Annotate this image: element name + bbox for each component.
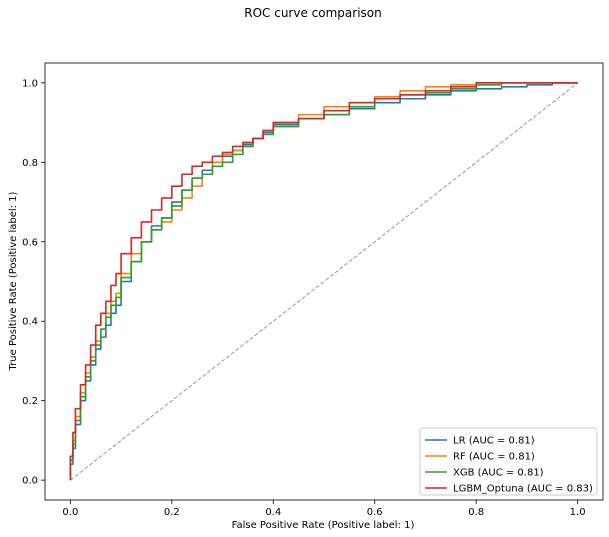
x-tick-label: 1.0 <box>570 507 586 518</box>
figure-title: ROC curve comparison <box>244 6 381 20</box>
y-tick-label: 0.6 <box>22 237 38 248</box>
y-axis-label: True Positive Rate (Positive label: 1) <box>8 191 19 371</box>
y-tick-label: 0.2 <box>22 396 38 407</box>
legend-label: LR (AUC = 0.81) <box>453 436 535 447</box>
x-axis: 0.0 0.2 0.4 0.6 0.8 1.0 <box>62 500 586 518</box>
chance-line <box>70 82 578 481</box>
x-tick-label: 0.0 <box>62 507 78 518</box>
x-tick-label: 0.8 <box>468 507 484 518</box>
series-layer <box>69 82 578 481</box>
y-tick-label: 0.0 <box>22 476 38 487</box>
legend-label: RF (AUC = 0.81) <box>453 452 535 463</box>
x-tick-label: 0.6 <box>367 507 383 518</box>
x-tick-label: 0.4 <box>265 507 281 518</box>
x-tick-label: 0.2 <box>164 507 180 518</box>
axes-frame <box>44 62 604 501</box>
legend-label: XGB (AUC = 0.81) <box>453 468 544 479</box>
legend: LR (AUC = 0.81) RF (AUC = 0.81) XGB (AUC =… <box>419 427 598 496</box>
plot-area <box>44 62 604 501</box>
y-tick-label: 1.0 <box>22 78 38 89</box>
legend-box <box>419 427 598 496</box>
roc-curve-4 <box>69 82 578 481</box>
x-axis-label: False Positive Rate (Positive label: 1) <box>232 520 415 531</box>
y-tick-label: 0.4 <box>22 317 38 328</box>
y-axis: 0.0 0.2 0.4 0.6 0.8 1.0 <box>22 78 45 487</box>
legend-label: LGBM_Optuna (AUC = 0.83) <box>453 484 593 495</box>
y-tick-label: 0.8 <box>22 158 38 169</box>
